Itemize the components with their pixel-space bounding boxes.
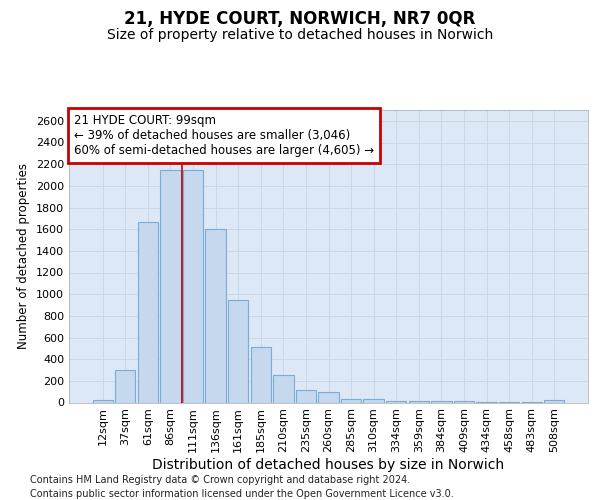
- Bar: [364, 399, 384, 402]
- Bar: [251, 347, 271, 403]
- Bar: [138, 222, 158, 402]
- Text: 21, HYDE COURT, NORWICH, NR7 0QR: 21, HYDE COURT, NORWICH, NR7 0QR: [124, 10, 476, 28]
- Bar: [544, 400, 565, 402]
- Text: Contains HM Land Registry data © Crown copyright and database right 2024.: Contains HM Land Registry data © Crown c…: [30, 475, 410, 485]
- Text: 21 HYDE COURT: 99sqm
← 39% of detached houses are smaller (3,046)
60% of semi-de: 21 HYDE COURT: 99sqm ← 39% of detached h…: [74, 114, 374, 158]
- Bar: [341, 398, 361, 402]
- Bar: [319, 392, 338, 402]
- Text: Size of property relative to detached houses in Norwich: Size of property relative to detached ho…: [107, 28, 493, 42]
- Bar: [386, 401, 406, 402]
- Bar: [273, 376, 293, 402]
- Bar: [183, 170, 203, 402]
- Y-axis label: Number of detached properties: Number of detached properties: [17, 163, 31, 349]
- Bar: [160, 170, 181, 402]
- Bar: [92, 400, 113, 402]
- X-axis label: Distribution of detached houses by size in Norwich: Distribution of detached houses by size …: [152, 458, 505, 472]
- Bar: [115, 370, 136, 402]
- Text: Contains public sector information licensed under the Open Government Licence v3: Contains public sector information licen…: [30, 489, 454, 499]
- Bar: [296, 390, 316, 402]
- Bar: [205, 229, 226, 402]
- Bar: [228, 300, 248, 403]
